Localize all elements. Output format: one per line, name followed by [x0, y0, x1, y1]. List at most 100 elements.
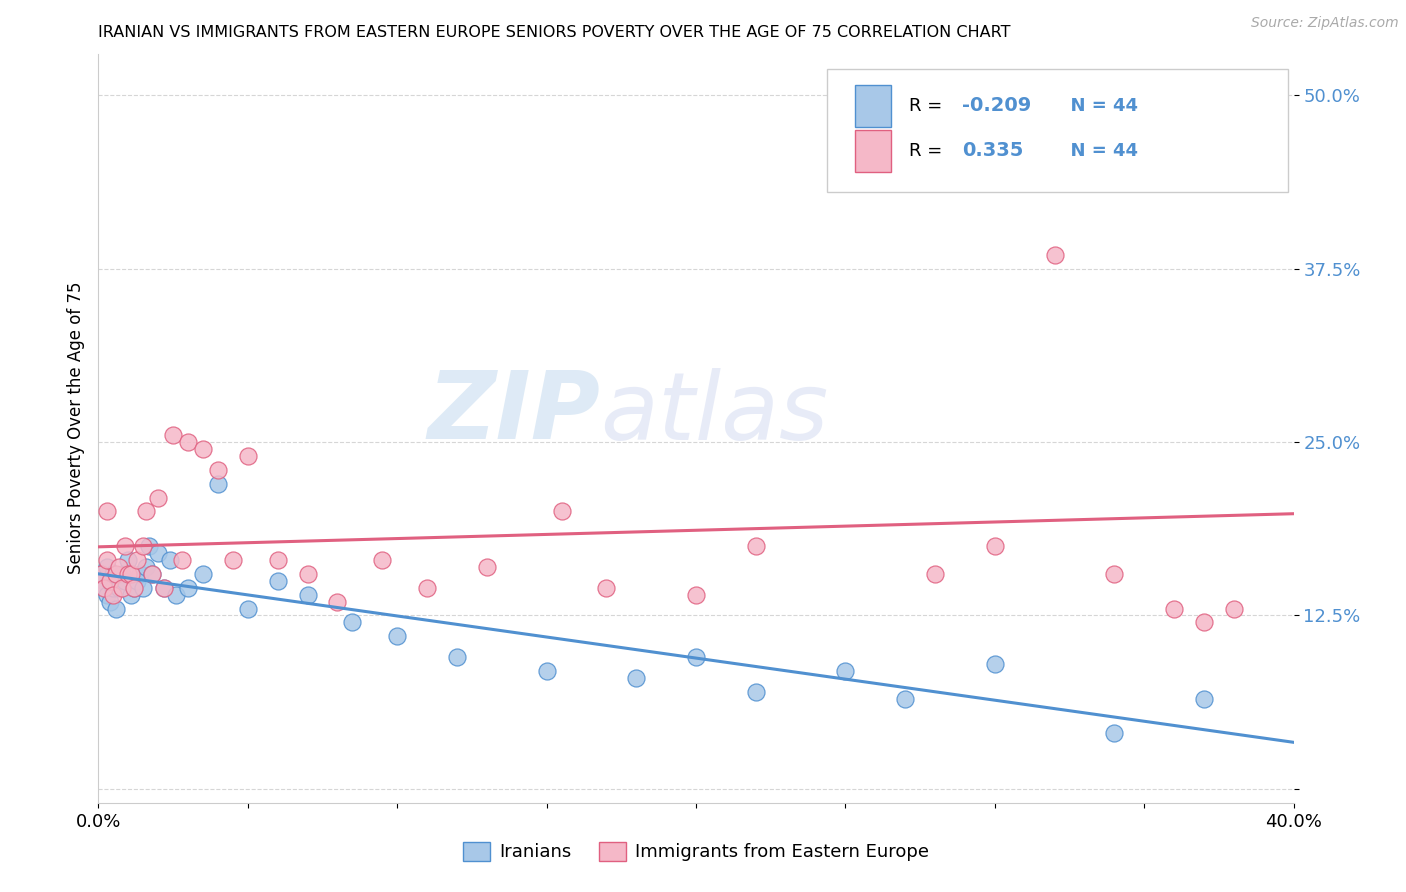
Point — [177, 581, 200, 595]
Point — [96, 504, 118, 518]
Point — [103, 566, 125, 581]
Point — [103, 581, 125, 595]
Text: IRANIAN VS IMMIGRANTS FROM EASTERN EUROPE SENIORS POVERTY OVER THE AGE OF 75 COR: IRANIAN VS IMMIGRANTS FROM EASTERN EUROP… — [98, 25, 1011, 40]
Text: atlas: atlas — [600, 368, 828, 458]
Point — [191, 566, 214, 581]
Point — [93, 574, 115, 588]
Point — [267, 553, 290, 567]
Point — [536, 664, 558, 678]
Point — [117, 553, 139, 567]
Point — [114, 539, 136, 553]
Point — [98, 594, 122, 608]
Point — [745, 539, 768, 553]
Point — [172, 553, 194, 567]
Point — [96, 553, 118, 567]
Point — [114, 574, 136, 588]
Point — [135, 504, 157, 518]
Point — [162, 428, 184, 442]
Point — [96, 560, 118, 574]
Point — [191, 442, 214, 456]
Text: 0.335: 0.335 — [963, 142, 1024, 161]
Point — [1104, 566, 1126, 581]
Point — [159, 553, 181, 567]
Point — [1043, 248, 1066, 262]
Point — [1223, 601, 1246, 615]
Point — [90, 566, 112, 581]
Point — [93, 581, 115, 595]
Point — [1192, 691, 1215, 706]
Point — [177, 435, 200, 450]
Point — [98, 574, 122, 588]
Text: -0.209: -0.209 — [963, 96, 1032, 115]
Point — [416, 581, 439, 595]
Point — [93, 581, 115, 595]
Legend: Iranians, Immigrants from Eastern Europe: Iranians, Immigrants from Eastern Europe — [456, 835, 936, 869]
Point — [148, 546, 170, 560]
Point — [550, 504, 572, 518]
Point — [984, 657, 1007, 671]
Point — [108, 560, 131, 574]
Point — [165, 588, 187, 602]
Point — [105, 566, 128, 581]
Point — [127, 574, 149, 588]
Point — [685, 588, 707, 602]
Point — [132, 539, 155, 553]
Point — [153, 581, 176, 595]
Point — [111, 581, 134, 595]
Point — [120, 588, 142, 602]
Point — [153, 581, 176, 595]
Point — [207, 463, 229, 477]
FancyBboxPatch shape — [827, 69, 1288, 192]
Point — [834, 664, 856, 678]
Point — [222, 553, 245, 567]
Text: N = 44: N = 44 — [1059, 142, 1137, 160]
Point — [105, 601, 128, 615]
Point — [745, 685, 768, 699]
Point — [626, 671, 648, 685]
Point — [117, 566, 139, 581]
Point — [98, 574, 122, 588]
Bar — [855, 130, 891, 171]
Point — [236, 601, 259, 615]
Point — [1104, 726, 1126, 740]
Point — [141, 566, 163, 581]
Point — [120, 566, 142, 581]
Point — [111, 566, 134, 581]
Point — [1163, 601, 1185, 615]
Point — [297, 588, 319, 602]
Point — [685, 650, 707, 665]
Point — [148, 491, 170, 505]
Point — [108, 581, 131, 595]
Point — [1192, 615, 1215, 630]
Bar — [855, 86, 891, 127]
Text: Source: ZipAtlas.com: Source: ZipAtlas.com — [1251, 16, 1399, 30]
Point — [135, 560, 157, 574]
Point — [96, 588, 118, 602]
Point — [103, 588, 125, 602]
Point — [129, 566, 152, 581]
Point — [138, 539, 160, 553]
Point — [342, 615, 364, 630]
Point — [132, 581, 155, 595]
Text: ZIP: ZIP — [427, 368, 600, 459]
Point — [924, 566, 946, 581]
Point — [446, 650, 468, 665]
Point — [371, 553, 394, 567]
Point — [124, 581, 146, 595]
Point — [267, 574, 290, 588]
Point — [894, 691, 917, 706]
Point — [90, 566, 112, 581]
Point — [236, 449, 259, 463]
Point — [326, 594, 349, 608]
Y-axis label: Seniors Poverty Over the Age of 75: Seniors Poverty Over the Age of 75 — [66, 282, 84, 574]
Point — [385, 629, 409, 643]
Point — [207, 476, 229, 491]
Point — [595, 581, 617, 595]
Text: R =: R = — [908, 142, 953, 160]
Text: N = 44: N = 44 — [1059, 97, 1137, 115]
Point — [127, 553, 149, 567]
Point — [834, 151, 856, 165]
Point — [297, 566, 319, 581]
Point — [141, 566, 163, 581]
Point — [984, 539, 1007, 553]
